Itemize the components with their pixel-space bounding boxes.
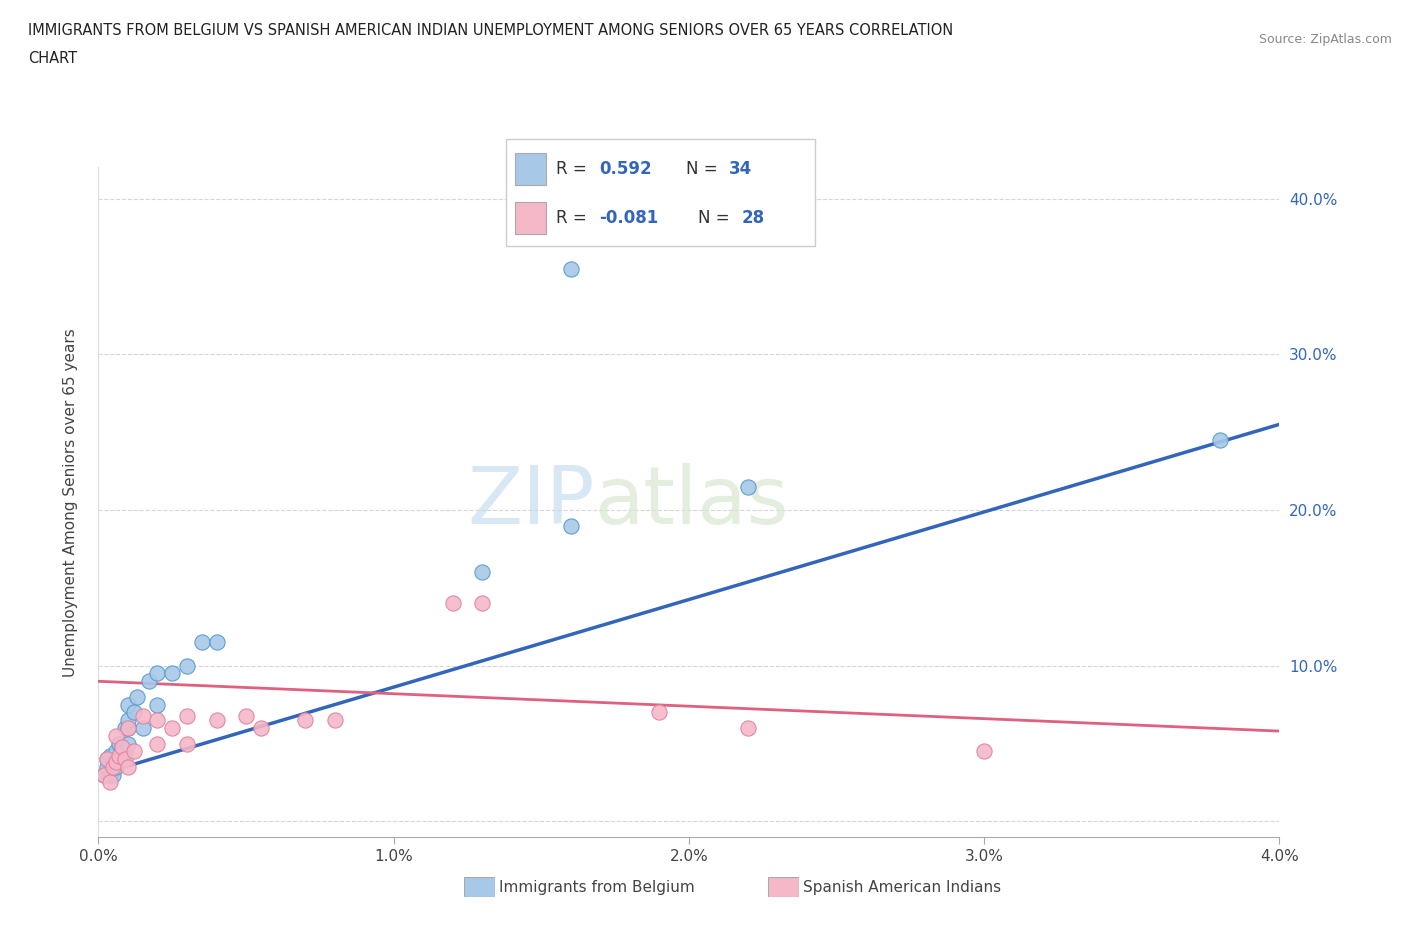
Point <box>441 596 464 611</box>
FancyBboxPatch shape <box>464 877 495 897</box>
Point <box>108 751 131 766</box>
Text: Immigrants from Belgium: Immigrants from Belgium <box>499 880 695 895</box>
Point <box>96 751 118 766</box>
Point <box>176 658 198 673</box>
Point <box>117 721 139 736</box>
Point <box>98 767 121 782</box>
Point <box>162 721 183 736</box>
FancyBboxPatch shape <box>516 153 547 185</box>
Point <box>125 689 148 704</box>
Point <box>176 708 198 723</box>
FancyBboxPatch shape <box>516 202 547 233</box>
Point <box>138 674 160 689</box>
Point <box>117 712 139 727</box>
Text: atlas: atlas <box>595 463 789 541</box>
Point <box>205 712 228 727</box>
Point <box>973 744 995 759</box>
Point <box>146 698 169 712</box>
Point <box>146 666 169 681</box>
Text: 0.592: 0.592 <box>599 161 651 179</box>
Point <box>103 755 125 770</box>
Point <box>111 739 134 754</box>
Y-axis label: Unemployment Among Seniors over 65 years: Unemployment Among Seniors over 65 years <box>63 328 77 677</box>
Point <box>132 721 155 736</box>
Point <box>205 635 228 650</box>
FancyBboxPatch shape <box>768 877 799 897</box>
Point <box>648 705 671 720</box>
FancyBboxPatch shape <box>506 140 815 246</box>
Point <box>250 721 273 736</box>
Point <box>105 744 128 759</box>
Point <box>122 705 145 720</box>
Text: R =: R = <box>555 208 586 227</box>
Point <box>114 744 136 759</box>
Text: Source: ZipAtlas.com: Source: ZipAtlas.com <box>1258 33 1392 46</box>
Point <box>105 751 128 766</box>
Point <box>96 751 118 766</box>
Point <box>105 728 128 743</box>
Text: 28: 28 <box>741 208 765 227</box>
Point <box>132 708 155 723</box>
Point <box>93 767 115 782</box>
Point <box>117 698 139 712</box>
Point <box>294 712 316 727</box>
Point <box>560 518 582 533</box>
Text: R =: R = <box>555 161 586 179</box>
Point <box>176 737 198 751</box>
Point <box>471 565 494 579</box>
Point <box>108 737 131 751</box>
Point <box>117 760 139 775</box>
Point <box>103 760 125 775</box>
Text: N =: N = <box>686 161 717 179</box>
Point <box>105 760 128 775</box>
Point <box>103 767 125 782</box>
Point <box>98 775 121 790</box>
Point <box>737 479 759 494</box>
Point <box>114 751 136 766</box>
Text: N =: N = <box>697 208 730 227</box>
Point <box>108 749 131 764</box>
Point <box>117 737 139 751</box>
Point <box>111 751 134 766</box>
Point <box>737 721 759 736</box>
Point <box>323 712 346 727</box>
Point <box>1209 432 1232 447</box>
Text: IMMIGRANTS FROM BELGIUM VS SPANISH AMERICAN INDIAN UNEMPLOYMENT AMONG SENIORS OV: IMMIGRANTS FROM BELGIUM VS SPANISH AMERI… <box>28 23 953 38</box>
Point <box>191 635 214 650</box>
Point <box>162 666 183 681</box>
Point <box>98 749 121 764</box>
Point <box>111 739 134 754</box>
Point <box>117 721 139 736</box>
Text: Spanish American Indians: Spanish American Indians <box>803 880 1001 895</box>
Text: -0.081: -0.081 <box>599 208 658 227</box>
Text: 34: 34 <box>728 161 752 179</box>
Text: ZIP: ZIP <box>467 463 595 541</box>
Point <box>560 261 582 276</box>
Point <box>96 760 118 775</box>
Point <box>105 755 128 770</box>
Point <box>122 744 145 759</box>
Point <box>235 708 257 723</box>
Point <box>471 596 494 611</box>
Point <box>93 767 115 782</box>
Point <box>114 721 136 736</box>
Point <box>146 712 169 727</box>
Text: CHART: CHART <box>28 51 77 66</box>
Point <box>146 737 169 751</box>
